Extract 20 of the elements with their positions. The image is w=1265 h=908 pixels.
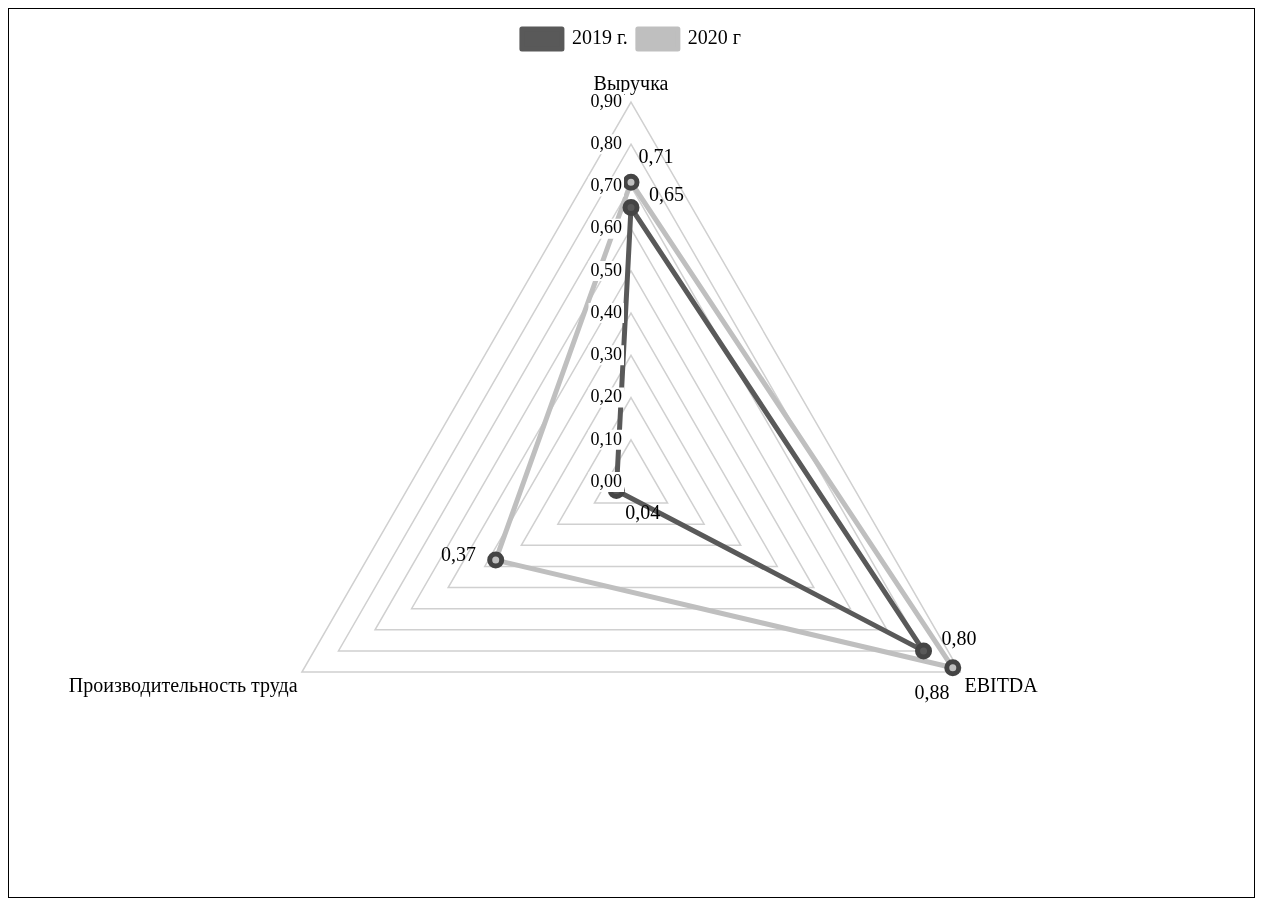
data-label: 0,04 bbox=[625, 500, 661, 523]
y-tick-label: 0,30 bbox=[590, 344, 622, 365]
y-tick-label: 0,70 bbox=[590, 175, 622, 196]
spoke-label: Производительность труда bbox=[68, 673, 298, 697]
y-tick-label: 0,90 bbox=[590, 90, 622, 111]
data-label: 0,65 bbox=[648, 183, 684, 206]
data-label: 0,37 bbox=[441, 542, 477, 565]
legend-label: 2019 г. bbox=[571, 26, 628, 49]
y-tick-label: 0,10 bbox=[590, 428, 622, 449]
y-tick-label: 0,60 bbox=[590, 217, 622, 238]
y-tick-label: 0,00 bbox=[590, 470, 622, 491]
y-tick-label: 0,40 bbox=[590, 301, 622, 322]
data-label: 0,80 bbox=[941, 626, 977, 649]
data-label: 0,88 bbox=[914, 680, 950, 703]
y-tick-label: 0,50 bbox=[590, 259, 622, 280]
y-tick-label: 0,20 bbox=[590, 386, 622, 407]
y-tick-label: 0,80 bbox=[590, 132, 622, 153]
spoke-label: EBITDA bbox=[964, 673, 1039, 696]
legend-label: 2020 г bbox=[687, 26, 742, 49]
data-label: 0,71 bbox=[638, 145, 674, 168]
